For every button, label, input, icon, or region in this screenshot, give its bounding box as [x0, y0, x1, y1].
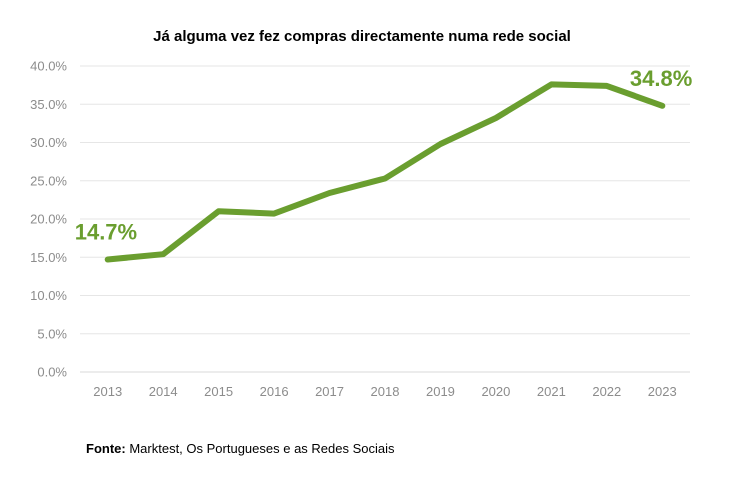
y-tick-label: 40.0% [30, 59, 67, 74]
x-tick-label: 2023 [648, 384, 677, 399]
x-axis-ticks: 2013 2014 2015 2016 2017 2018 2019 2020 2021 2022… [93, 384, 676, 399]
y-tick-label: 25.0% [30, 173, 67, 188]
x-tick-label: 2021 [537, 384, 566, 399]
x-tick-label: 2019 [426, 384, 455, 399]
data-label: 14.7% [75, 220, 137, 245]
x-tick-label: 2015 [204, 384, 233, 399]
chart-title: Já alguma vez fez compras directamente n… [153, 28, 571, 45]
y-tick-label: 35.0% [30, 97, 67, 112]
x-tick-label: 2020 [481, 384, 510, 399]
series-line [104, 81, 666, 263]
series-group [104, 81, 666, 263]
gridlines [80, 65, 690, 373]
source-text: Marktest, Os Portugueses e as Redes Soci… [129, 441, 395, 456]
source-note: Fonte: Marktest, Os Portugueses e as Red… [86, 441, 395, 456]
y-tick-label: 15.0% [30, 250, 67, 265]
data-labels: 14.7% 34.8% [75, 66, 693, 245]
y-tick-label: 20.0% [30, 212, 67, 227]
x-tick-label: 2018 [371, 384, 400, 399]
y-tick-label: 5.0% [37, 326, 67, 341]
x-tick-label: 2022 [592, 384, 621, 399]
data-label: 34.8% [630, 66, 692, 91]
x-tick-label: 2014 [149, 384, 178, 399]
y-axis-ticks: 0.0% 5.0% 10.0% 15.0% 20.0% 25.0% 30.0% 35.0% 40… [30, 59, 67, 380]
y-tick-label: 10.0% [30, 288, 67, 303]
x-tick-label: 2013 [93, 384, 122, 399]
x-tick-label: 2017 [315, 384, 344, 399]
source-label: Fonte: [86, 441, 126, 456]
y-tick-label: 0.0% [37, 365, 67, 380]
y-tick-label: 30.0% [30, 135, 67, 150]
x-tick-label: 2016 [260, 384, 289, 399]
